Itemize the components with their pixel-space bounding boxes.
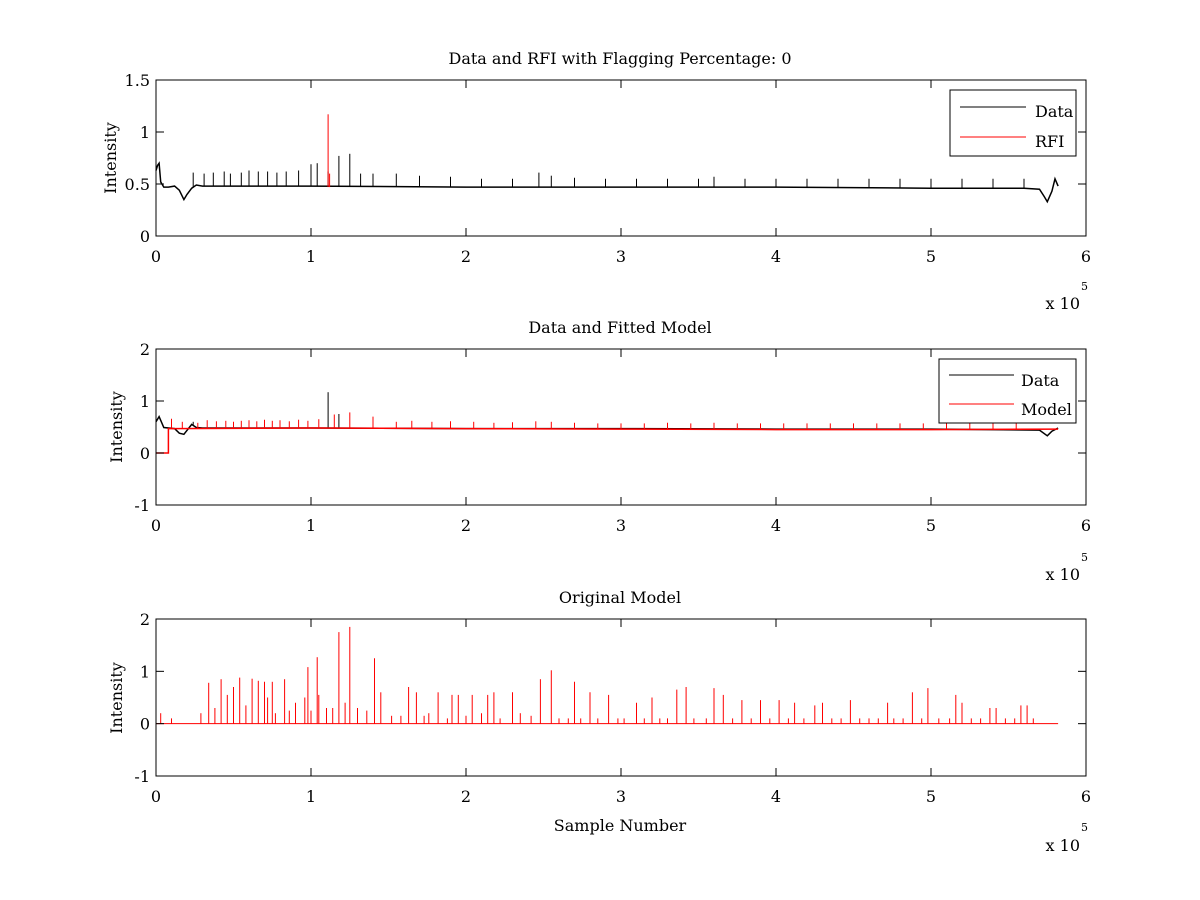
axes-3-xtick-label: 1 bbox=[306, 787, 316, 806]
axes-2-xtick-label: 6 bbox=[1081, 516, 1091, 535]
axes-1-xtick-label: 2 bbox=[461, 247, 471, 266]
axes-2-xtick-label: 0 bbox=[151, 516, 161, 535]
axes-2-ylabel: Intensity bbox=[107, 391, 126, 463]
axes-3-ylabel: Intensity bbox=[107, 662, 126, 734]
axes-2-ytick-label: 2 bbox=[140, 340, 150, 359]
axes-2-xtick-label: 2 bbox=[461, 516, 471, 535]
axes-1-xtick-label: 6 bbox=[1081, 247, 1091, 266]
axes-2-legend-label-data: Data bbox=[1021, 371, 1060, 390]
axes-3-xtick-label: 0 bbox=[151, 787, 161, 806]
axes-1-ytick-label: 1 bbox=[140, 123, 150, 142]
axes-2-legend-box bbox=[938, 358, 1077, 424]
axes-3-xtick-label: 5 bbox=[926, 787, 936, 806]
axes-2-legend-label-model: Model bbox=[1021, 400, 1072, 419]
axes-1-legend: Data RFI bbox=[949, 89, 1077, 157]
axes-3-xtick-label: 6 bbox=[1081, 787, 1091, 806]
axes-3-yticks: -1 0 1 2 bbox=[134, 610, 1086, 786]
axes-3-xtick-label: 3 bbox=[616, 787, 626, 806]
axes-1-ytick-label: 0 bbox=[140, 227, 150, 246]
axes-3-xlabel: Sample Number bbox=[554, 816, 687, 835]
axes-3-xticks: 0 1 2 3 4 5 6 bbox=[151, 619, 1091, 806]
axes-2-ytick-label: 0 bbox=[140, 444, 150, 463]
axes-2-legend: Data Model bbox=[938, 358, 1077, 424]
axes-2-title: Data and Fitted Model bbox=[528, 318, 711, 337]
axes-1-title: Data and RFI with Flagging Percentage: 0 bbox=[448, 49, 791, 68]
axes-2-plot-area bbox=[155, 392, 1059, 454]
axes-3-ytick-label: -1 bbox=[134, 767, 150, 786]
axes-3-xtick-label: 2 bbox=[461, 787, 471, 806]
axes-2-ytick-label: -1 bbox=[134, 496, 150, 515]
axes-2-xtick-label: 3 bbox=[616, 516, 626, 535]
axes-1-legend-box bbox=[949, 89, 1077, 157]
axes-2-yticks: -1 0 1 2 bbox=[134, 340, 1086, 515]
axes-1-x-exponent-label: x 10 bbox=[1046, 294, 1080, 313]
axes-3-ytick-label: 2 bbox=[140, 610, 150, 629]
axes-1-xtick-label: 4 bbox=[771, 247, 781, 266]
axes-3-xtick-label: 4 bbox=[771, 787, 781, 806]
axes-1-xticks: 0 1 2 3 4 5 6 bbox=[151, 80, 1091, 266]
axes-1-legend-label-data: Data bbox=[1035, 102, 1074, 121]
axes-1-xtick-label: 3 bbox=[616, 247, 626, 266]
axes-1-x-exponent-power: 5 bbox=[1081, 280, 1088, 293]
axes-1: Data and RFI with Flagging Percentage: 0… bbox=[101, 49, 1091, 313]
axes-2-xtick-label: 1 bbox=[306, 516, 316, 535]
axes-1-xtick-label: 1 bbox=[306, 247, 316, 266]
axes-1-plot-area bbox=[155, 114, 1059, 204]
axes-1-ytick-label: 1.5 bbox=[125, 71, 150, 90]
axes-3-x-exponent-power: 5 bbox=[1081, 821, 1088, 834]
axes-3-title: Original Model bbox=[559, 588, 681, 607]
axes-2-x-exponent-power: 5 bbox=[1081, 551, 1088, 564]
axes-3-ytick-label: 0 bbox=[140, 715, 150, 734]
axes-1-ytick-label: 0.5 bbox=[125, 175, 150, 194]
series-data-line bbox=[155, 161, 1059, 204]
axes-3-ytick-label: 1 bbox=[140, 662, 150, 681]
axes-2-x-exponent-label: x 10 bbox=[1046, 565, 1080, 584]
axes-2-xtick-label: 4 bbox=[771, 516, 781, 535]
axes-3-plot-area bbox=[156, 626, 1059, 725]
axes-3-x-exponent-label: x 10 bbox=[1046, 836, 1080, 855]
axes-2-ytick-label: 1 bbox=[140, 392, 150, 411]
axes-1-xtick-label: 5 bbox=[926, 247, 936, 266]
axes-1-yticks: 0 0.5 1 1.5 bbox=[125, 71, 1086, 246]
axes-1-legend-label-rfi: RFI bbox=[1035, 132, 1064, 151]
axes-1-xtick-label: 0 bbox=[151, 247, 161, 266]
axes-1-ylabel: Intensity bbox=[101, 122, 120, 194]
axes-2-xtick-label: 5 bbox=[926, 516, 936, 535]
axes-2-xticks: 0 1 2 3 4 5 6 bbox=[151, 349, 1091, 535]
